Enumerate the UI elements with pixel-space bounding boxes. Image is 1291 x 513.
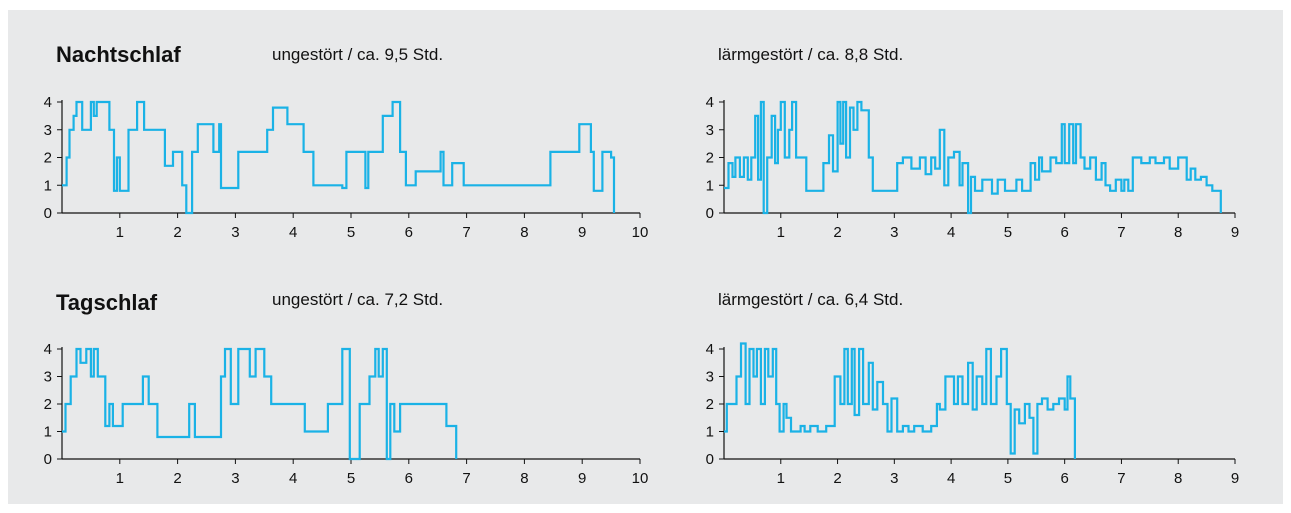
x-tick-label: 2: [833, 470, 841, 487]
x-tick-label: 8: [1174, 224, 1182, 241]
x-tick-label: 6: [405, 224, 413, 241]
x-tick-label: 1: [777, 224, 785, 241]
x-tick-label: 7: [1117, 470, 1125, 487]
x-tick-label: 6: [1060, 224, 1068, 241]
x-tick-label: 9: [1231, 470, 1239, 487]
x-tick-label: 7: [1117, 224, 1125, 241]
y-tick-label: 2: [44, 150, 52, 167]
y-tick-label: 1: [706, 424, 714, 441]
chart-1: 0 1 2 3 4 1 2 3 4 5 6 7 8 9 10: [44, 94, 649, 241]
x-tick-label: 6: [405, 470, 413, 487]
chart-4-subtitle: lärmgestört / ca. 6,4 Std.: [718, 290, 904, 309]
x-tick-label: 3: [890, 470, 898, 487]
x-tick-label: 4: [947, 470, 955, 487]
x-tick-label: 10: [632, 470, 649, 487]
y-tick-label: 0: [706, 205, 714, 222]
series-line: [724, 100, 1222, 215]
section-label-tagschlaf: Tagschlaf: [56, 290, 158, 315]
y-tick-label: 0: [44, 205, 52, 222]
x-tick-label: 3: [231, 224, 239, 241]
y-tick-label: 1: [706, 177, 714, 194]
y-tick-label: 0: [44, 451, 52, 468]
x-tick-label: 9: [578, 470, 586, 487]
y-tick-label: 1: [44, 424, 52, 441]
x-tick-label: 4: [947, 224, 955, 241]
x-tick-label: 1: [116, 470, 124, 487]
y-tick-label: 4: [44, 341, 52, 358]
x-tick-label: 1: [116, 224, 124, 241]
x-tick-label: 3: [890, 224, 898, 241]
y-tick-label: 4: [44, 94, 52, 111]
x-tick-label: 3: [231, 470, 239, 487]
x-tick-label: 5: [1004, 224, 1012, 241]
y-tick-label: 3: [706, 369, 714, 386]
y-tick-label: 1: [44, 177, 52, 194]
x-tick-label: 8: [520, 470, 528, 487]
x-tick-label: 2: [833, 224, 841, 241]
y-tick-label: 3: [706, 122, 714, 139]
chart-1-subtitle: ungestört / ca. 9,5 Std.: [272, 45, 444, 64]
x-tick-label: 9: [578, 224, 586, 241]
series-line: [62, 347, 458, 461]
x-tick-label: 4: [289, 224, 297, 241]
chart-4: 0 1 2 3 4 1 2 3 4 5 6 7 8 9: [706, 341, 1240, 487]
x-tick-label: 5: [1004, 470, 1012, 487]
series-line: [62, 100, 616, 215]
x-tick-label: 5: [347, 224, 355, 241]
x-tick-label: 2: [173, 470, 181, 487]
x-tick-label: 1: [777, 470, 785, 487]
y-tick-label: 4: [706, 341, 714, 358]
x-tick-label: 4: [289, 470, 297, 487]
chart-2-subtitle: lärmgestört / ca. 8,8 Std.: [718, 45, 904, 64]
y-tick-label: 2: [706, 396, 714, 413]
x-tick-label: 8: [1174, 470, 1182, 487]
x-tick-label: 6: [1060, 470, 1068, 487]
x-tick-label: 9: [1231, 224, 1239, 241]
x-tick-label: 5: [347, 470, 355, 487]
y-tick-label: 2: [44, 396, 52, 413]
y-tick-label: 2: [706, 150, 714, 167]
x-tick-label: 8: [520, 224, 528, 241]
series-line: [724, 342, 1076, 459]
y-tick-label: 4: [706, 94, 714, 111]
x-tick-label: 10: [632, 224, 649, 241]
section-label-nachtschlaf: Nachtschlaf: [56, 42, 181, 67]
y-tick-label: 3: [44, 122, 52, 139]
chart-3-subtitle: ungestört / ca. 7,2 Std.: [272, 290, 444, 309]
y-tick-label: 0: [706, 451, 714, 468]
x-tick-label: 7: [462, 470, 470, 487]
y-tick-label: 3: [44, 369, 52, 386]
chart-2: 0 1 2 3 4 1 2 3 4 5 6 7 8 9: [706, 94, 1240, 241]
x-tick-label: 7: [462, 224, 470, 241]
x-tick-label: 2: [173, 224, 181, 241]
chart-3: 0 1 2 3 4 1 2 3 4 5 6 7 8 9 10: [44, 341, 649, 487]
